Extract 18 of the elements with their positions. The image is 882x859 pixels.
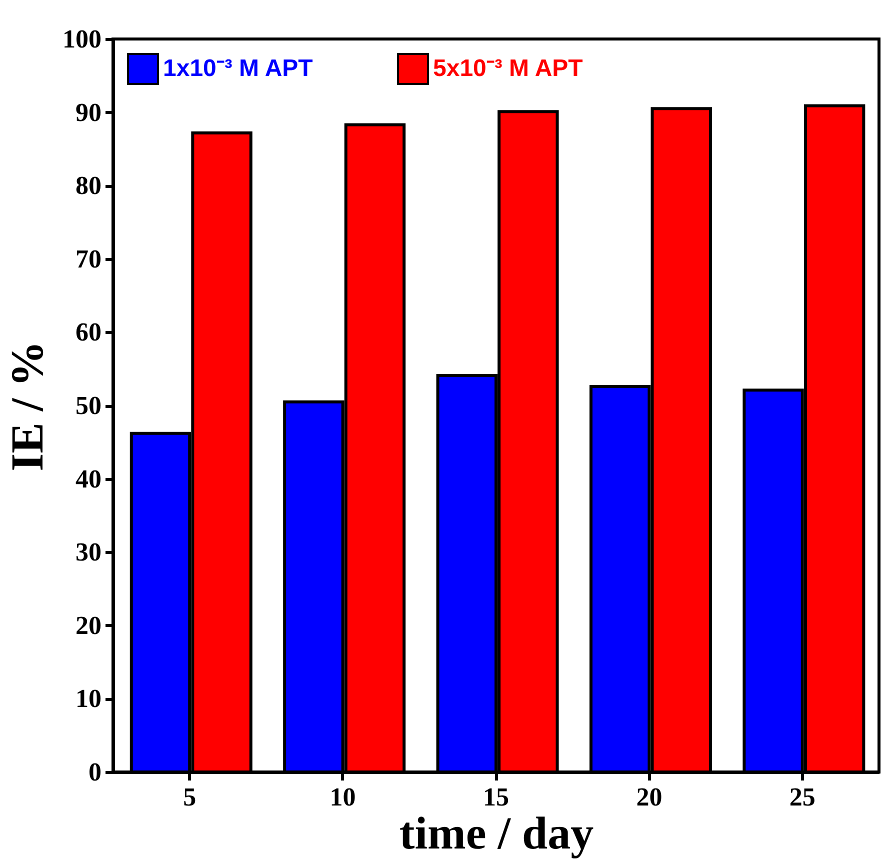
- y-tick-label: 90: [76, 98, 102, 127]
- y-tick-label: 20: [76, 610, 102, 640]
- y-tick-label: 0: [88, 758, 102, 786]
- y-tick-label: 30: [76, 538, 102, 567]
- x-tick-label: 5: [183, 782, 196, 812]
- legend-label: 5x10⁻³ M APT: [433, 55, 584, 82]
- y-tick-label: 70: [76, 244, 102, 274]
- x-tick-label: 10: [330, 782, 356, 812]
- y-tick-label: 60: [76, 318, 102, 347]
- y-tick-label: 50: [76, 391, 102, 420]
- x-tick-label: 20: [636, 782, 662, 812]
- y-tick-label: 40: [76, 464, 102, 494]
- y-tick-label: 80: [76, 171, 102, 200]
- y-tick-label: 10: [76, 684, 102, 714]
- legend-label: 1x10⁻³ M APT: [163, 55, 314, 82]
- y-tick-label: 100: [62, 24, 102, 54]
- x-tick-label: 25: [789, 782, 816, 812]
- y-axis-title: IE / %: [2, 340, 52, 472]
